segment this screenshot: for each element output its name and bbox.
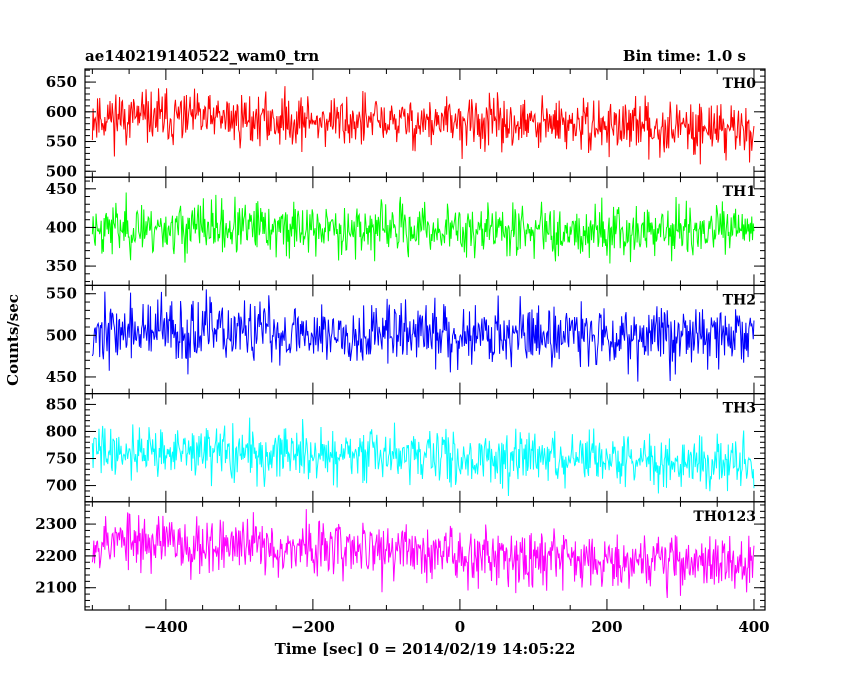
y-tick-label: 700 (46, 477, 77, 495)
y-tick-label: 2200 (35, 547, 77, 565)
panel-th0123: 2100 2200 2300 TH0123 (35, 501, 766, 611)
series-line-th1 (91, 192, 755, 264)
x-axis-ticks: −400 −200 0 200 400 (144, 618, 770, 636)
y-tick-label: 550 (46, 133, 77, 151)
y-tick-label: 2100 (35, 579, 77, 597)
panel-th2: 450 500 550 TH2 (46, 285, 766, 395)
panel-label-th0123: TH0123 (693, 509, 756, 525)
panel-label-th1: TH1 (723, 184, 756, 200)
panel-label-th2: TH2 (723, 292, 756, 308)
x-axis-title: Time [sec] 0 = 2014/02/19 14:05:22 (275, 640, 576, 658)
series-line-th2 (91, 289, 755, 382)
panel-label-th3: TH3 (723, 401, 756, 417)
y-tick-label: 450 (46, 368, 77, 386)
panel-th0: 500 550 600 650 TH0 (46, 68, 766, 180)
y-tick-label: 400 (46, 218, 77, 236)
series-line-th0 (91, 86, 755, 165)
y-tick-label: 350 (46, 257, 77, 275)
y-tick-label: 600 (46, 103, 77, 121)
x-tick-label: −400 (144, 618, 188, 636)
y-axis-title: Counts/sec (4, 294, 22, 386)
y-tick-label: 500 (46, 162, 77, 180)
y-tick-label: 650 (46, 73, 77, 91)
panel-th3: 700 750 800 850 TH3 (46, 393, 766, 503)
y-tick-label: 450 (46, 180, 77, 198)
y-tick-label: 800 (46, 422, 77, 440)
series-line-th3 (91, 417, 755, 497)
y-tick-label: 850 (46, 395, 77, 413)
y-tick-label: 500 (46, 326, 77, 344)
panel-frame (84, 393, 766, 503)
y-tick-label: 750 (46, 450, 77, 468)
series-line-th0123 (91, 509, 755, 599)
x-tick-label: 200 (591, 618, 622, 636)
x-tick-label: 400 (738, 618, 769, 636)
x-tick-label: 0 (455, 618, 465, 636)
chart-title: ae140219140522_wam0_trn (85, 47, 319, 65)
y-tick-label: 2300 (35, 515, 77, 533)
panel-th1: 350 400 450 TH1 (46, 176, 766, 286)
panel-label-th0: TH0 (723, 76, 757, 92)
x-tick-label: −200 (291, 618, 335, 636)
y-tick-label: 550 (46, 285, 77, 303)
bin-time-label: Bin time: 1.0 s (623, 47, 746, 65)
